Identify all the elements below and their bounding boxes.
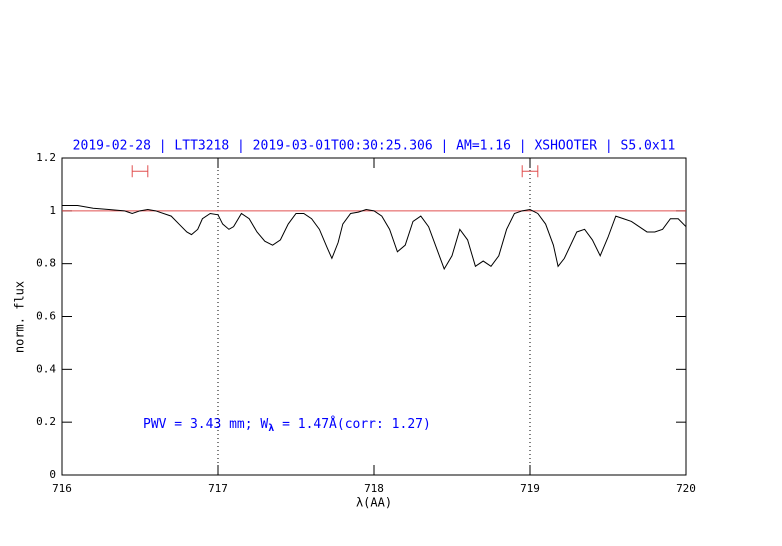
y-tick-label: 0.4 (36, 362, 56, 375)
chart-title: 2019-02-28 | LTT3218 | 2019-03-01T00:30:… (73, 139, 676, 154)
y-tick-label: 1 (49, 204, 56, 217)
spectrum-line (62, 205, 687, 271)
interval-marker (131, 165, 149, 178)
annotation-part: PWV = 3.43 mm; W (143, 417, 268, 432)
annotation-part: = 1.47Å(corr: 1.27) (274, 416, 431, 432)
interval-marker (521, 165, 539, 178)
y-tick-label: 0 (49, 468, 56, 481)
x-tick-label: 717 (208, 482, 228, 495)
x-tick-label: 716 (52, 482, 72, 495)
y-tick-label: 0.2 (36, 415, 56, 428)
x-tick-label: 720 (676, 482, 696, 495)
y-tick-label: 0.6 (36, 310, 56, 323)
x-tick-label: 719 (520, 482, 540, 495)
x-tick-label: 718 (364, 482, 384, 495)
y-axis-label: norm. flux (13, 281, 27, 353)
x-axis-label: λ(AA) (356, 496, 392, 510)
annotation: PWV = 3.43 mm; Wλ = 1.47Å(corr: 1.27) (143, 416, 431, 435)
interval-marker-shape (131, 165, 149, 178)
y-tick-label: 0.8 (36, 257, 56, 270)
interval-marker-shape (521, 165, 539, 178)
annotation-subscript: λ (268, 423, 274, 434)
y-tick-label: 1.2 (36, 151, 56, 164)
